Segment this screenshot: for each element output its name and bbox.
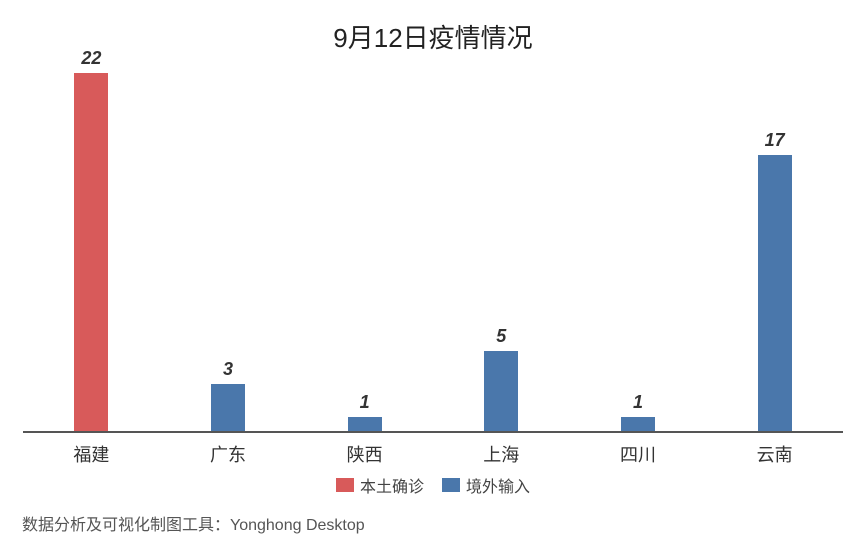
chart-container: { "chart": { "type": "bar", "title": "9月… — [0, 0, 866, 559]
legend-swatch — [442, 478, 460, 492]
plot-area: 22315117 — [23, 73, 843, 433]
legend: 本土确诊 境外输入 — [22, 473, 844, 497]
bar-group: 17 — [715, 73, 835, 433]
bar-group: 1 — [305, 73, 425, 433]
bar-value-label: 5 — [441, 326, 561, 347]
x-axis-label: 云南 — [715, 441, 835, 467]
x-axis-label: 广东 — [168, 441, 288, 467]
bar-value-label: 3 — [168, 359, 288, 380]
bar — [484, 351, 518, 433]
bar-group: 5 — [441, 73, 561, 433]
bar — [758, 155, 792, 433]
legend-label: 境外输入 — [466, 473, 530, 497]
legend-label: 本土确诊 — [360, 473, 424, 497]
bar-value-label: 1 — [578, 392, 698, 413]
legend-item: 境外输入 — [442, 473, 530, 497]
bars-row: 22315117 — [23, 73, 843, 433]
bar-value-label: 1 — [305, 392, 425, 413]
bar — [74, 73, 108, 433]
legend-swatch — [336, 478, 354, 492]
x-axis-label: 陕西 — [305, 441, 425, 467]
x-axis-label: 福建 — [31, 441, 151, 467]
x-axis-labels: 福建广东陕西上海四川云南 — [23, 441, 843, 467]
x-axis-label: 上海 — [441, 441, 561, 467]
footer-attribution: 数据分析及可视化制图工具：Yonghong Desktop — [22, 511, 844, 535]
bar-group: 22 — [31, 73, 151, 433]
bar-value-label: 17 — [715, 130, 835, 151]
x-axis-line — [23, 431, 843, 433]
bar-value-label: 22 — [31, 48, 151, 69]
legend-item: 本土确诊 — [336, 473, 424, 497]
bar-group: 1 — [578, 73, 698, 433]
bar-group: 3 — [168, 73, 288, 433]
bar — [211, 384, 245, 433]
x-axis-label: 四川 — [578, 441, 698, 467]
